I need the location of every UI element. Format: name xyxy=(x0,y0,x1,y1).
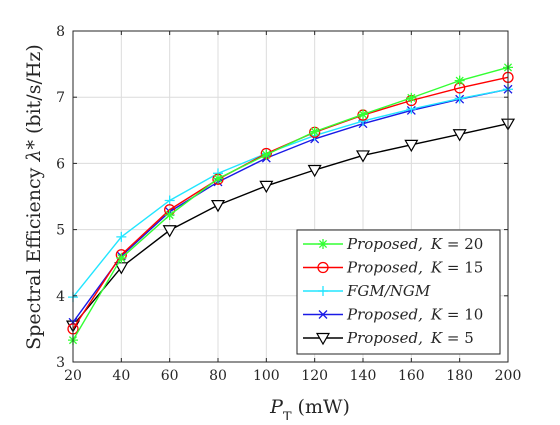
legend-box xyxy=(296,229,501,355)
y-axis-unit: (bit/s/Hz) xyxy=(23,44,45,134)
x-tick-label: 200 xyxy=(495,368,522,384)
plus-marker xyxy=(318,286,328,296)
data-point xyxy=(315,332,331,346)
triangle-marker xyxy=(452,129,467,142)
x-axis-subscript: T xyxy=(283,410,292,421)
triangle-marker xyxy=(355,150,371,163)
y-tick-label: 8 xyxy=(56,24,65,40)
data-point xyxy=(355,150,371,163)
data-point xyxy=(404,139,419,153)
legend-label: FGM/NGM xyxy=(346,282,431,300)
data-point xyxy=(164,210,175,221)
data-point xyxy=(309,126,320,137)
ticks-layer: 20 40 60 80 100 120 140 160 180 200 3 4 5 6 7 8 xyxy=(56,24,521,384)
data-point xyxy=(452,129,467,142)
triangle-marker xyxy=(404,139,419,153)
data-point xyxy=(307,164,322,178)
legend-label: Proposed, K = 20 xyxy=(346,235,483,253)
x-axis-unit: (mW) xyxy=(298,396,350,418)
x-tick-label: 20 xyxy=(64,368,82,384)
legend-entry: FGM/NGM xyxy=(303,282,431,300)
asterisk-marker xyxy=(358,109,368,120)
x-tick-label: 180 xyxy=(446,368,473,384)
asterisk-marker xyxy=(164,210,175,221)
data-point xyxy=(454,75,465,86)
legend-entry: Proposed, K = 10 xyxy=(303,306,483,324)
y-axis-symbol: λ* xyxy=(23,140,45,163)
y-tick-label: 4 xyxy=(56,289,65,305)
data-point xyxy=(318,286,328,296)
y-tick-label: 3 xyxy=(56,355,65,371)
asterisk-marker xyxy=(318,239,328,249)
x-tick-label: 160 xyxy=(398,368,425,384)
data-point xyxy=(317,261,329,274)
series-line xyxy=(72,122,509,327)
y-tick-label: 7 xyxy=(56,90,65,106)
data-point xyxy=(116,253,127,264)
legend-entry: Proposed, K = 15 xyxy=(303,259,483,277)
asterisk-marker xyxy=(406,92,417,103)
data-point xyxy=(261,149,272,160)
data-point xyxy=(210,200,226,213)
data-point xyxy=(213,173,223,184)
y-tick-label: 6 xyxy=(56,156,65,172)
triangle-marker xyxy=(162,225,177,238)
circle-marker xyxy=(317,261,329,274)
data-point xyxy=(259,180,274,194)
x-axis-label: PT (mW) xyxy=(269,396,350,420)
y-axis-label: Spectral Efficiency λ* (bit/s/Hz) xyxy=(23,44,45,350)
data-point xyxy=(358,109,368,120)
series-line xyxy=(72,88,509,298)
y-tick-label: 5 xyxy=(56,223,65,239)
y-axis-prefix: Spectral Efficiency xyxy=(23,162,45,350)
asterisk-marker xyxy=(116,253,127,264)
x-tick-label: 140 xyxy=(350,368,377,384)
triangle-marker xyxy=(315,332,331,346)
asterisk-marker xyxy=(309,126,320,137)
asterisk-marker xyxy=(454,75,465,86)
x-tick-label: 80 xyxy=(209,368,227,384)
legend-entry: Proposed, K = 20 xyxy=(303,235,483,253)
triangle-marker xyxy=(210,200,226,213)
x-tick-label: 100 xyxy=(253,368,280,384)
cross-marker xyxy=(318,310,328,319)
data-point xyxy=(406,92,417,103)
data-point xyxy=(162,225,177,238)
legend-label: Proposed, K = 10 xyxy=(346,306,483,324)
series-line xyxy=(72,88,509,323)
data-point xyxy=(454,93,465,104)
plus-marker xyxy=(454,93,465,104)
asterisk-marker xyxy=(213,173,223,184)
legend-label: Proposed, K = 5 xyxy=(346,329,474,347)
triangle-marker xyxy=(307,164,322,178)
axes-box xyxy=(72,30,509,363)
asterisk-marker xyxy=(261,149,272,160)
triangle-marker xyxy=(259,180,274,194)
data-point xyxy=(116,231,127,242)
series-layer xyxy=(65,62,516,346)
data-point xyxy=(318,239,328,249)
data-point xyxy=(318,310,328,319)
legend-entry: Proposed, K = 5 xyxy=(303,329,474,347)
x-tick-label: 40 xyxy=(112,368,130,384)
x-axis-symbol: P xyxy=(269,396,284,418)
x-tick-label: 60 xyxy=(161,368,179,384)
x-tick-label: 120 xyxy=(301,368,328,384)
plus-marker xyxy=(164,195,175,206)
legend: Proposed, K = 20 Proposed, K = 15 FGM/NGM Pro… xyxy=(296,229,501,355)
data-point xyxy=(164,195,175,206)
series-line xyxy=(72,66,509,341)
legend-label: Proposed, K = 15 xyxy=(346,259,483,277)
plus-marker xyxy=(116,231,127,242)
axes-layer xyxy=(72,30,509,363)
